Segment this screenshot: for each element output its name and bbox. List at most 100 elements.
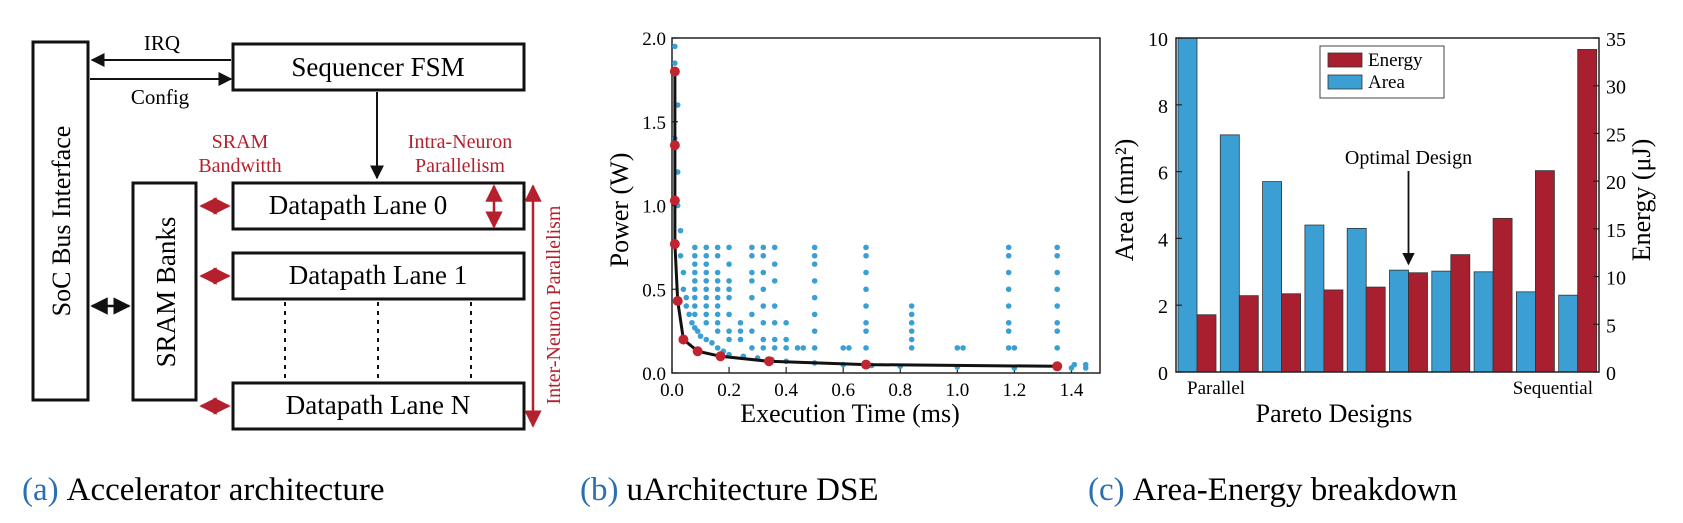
area-bar [1431, 270, 1452, 373]
design-point [908, 319, 915, 326]
y2-tick-label: 5 [1606, 315, 1616, 337]
design-point [1071, 361, 1078, 368]
design-point [672, 60, 678, 66]
design-point [863, 303, 869, 309]
design-point [863, 319, 869, 326]
y-tick-label: 0 [1158, 363, 1168, 385]
design-point [1054, 286, 1060, 293]
energy-bar [1323, 289, 1344, 373]
design-point [771, 345, 778, 351]
legend-swatch [1327, 52, 1363, 68]
design-point [677, 252, 684, 259]
y2-tick-label: 25 [1606, 124, 1626, 146]
design-point [840, 345, 846, 351]
datapath-lane-n-label: Datapath Lane N [286, 390, 470, 420]
design-point [694, 328, 701, 334]
design-point [749, 244, 755, 251]
design-point [760, 345, 767, 351]
area-bar [1558, 294, 1579, 373]
design-point [726, 311, 732, 318]
design-point [697, 333, 704, 339]
pareto-point [764, 356, 775, 367]
design-point [749, 345, 755, 351]
design-point [714, 269, 721, 276]
legend-swatch [1327, 74, 1363, 90]
design-point [703, 311, 710, 318]
design-point [726, 244, 732, 251]
design-point [749, 269, 755, 276]
design-point [703, 269, 710, 276]
area-bar [1389, 269, 1409, 373]
y-tick-label: 6 [1158, 163, 1168, 185]
design-point [771, 303, 778, 309]
x-tick-label: 0.4 [774, 380, 798, 401]
design-point [692, 278, 698, 284]
energy-bar [1281, 293, 1301, 373]
design-point [1054, 269, 1060, 276]
design-point [703, 336, 710, 343]
energy-bar [1535, 170, 1555, 373]
design-point [771, 278, 778, 284]
design-point [908, 336, 915, 343]
pareto-point [1052, 361, 1063, 372]
design-point [846, 345, 852, 351]
design-point [783, 345, 789, 351]
design-point [726, 286, 732, 293]
x-tick-label: 0.2 [717, 380, 741, 401]
energy-bar [1450, 254, 1471, 373]
design-point [863, 286, 869, 293]
panel-a-architecture: SoC Bus Interface Sequencer FSM IRQ Conf… [22, 31, 565, 508]
design-point [1011, 345, 1018, 351]
x-tick-label: 1.4 [1060, 380, 1084, 401]
design-point [692, 294, 698, 301]
design-point [692, 286, 698, 293]
panel-c-xlabel: Pareto Designs [1256, 399, 1413, 428]
design-point [908, 345, 915, 351]
y-tick-label: 8 [1158, 96, 1168, 118]
x-tick-label: 0.6 [831, 380, 855, 401]
caption-c: (c) Area-Energy breakdown [1088, 472, 1457, 508]
y-tick-label: 4 [1158, 229, 1168, 251]
design-point [960, 345, 966, 351]
design-point [737, 336, 744, 343]
design-point [714, 278, 721, 284]
pareto-point [715, 351, 726, 362]
design-point [908, 303, 915, 309]
design-point [726, 328, 732, 334]
energy-bar [1492, 217, 1513, 373]
design-point [692, 261, 698, 267]
design-point [771, 244, 778, 251]
design-point [714, 252, 721, 259]
design-point [692, 269, 698, 276]
design-point [749, 294, 755, 301]
datapath-lane-0-box [231, 181, 526, 231]
optimal-design-label: Optimal Design [1345, 147, 1472, 169]
design-point [771, 319, 778, 326]
area-bar [1304, 224, 1325, 373]
design-point [1082, 361, 1089, 368]
datapath-lane-1-box [231, 251, 526, 301]
energy-bar [1365, 286, 1386, 373]
design-point [863, 328, 869, 334]
inter-neuron-label: Inter-Neuron Parallelism [543, 205, 565, 404]
design-point [692, 311, 698, 318]
panel-b-dse: 0.0 0.2 0.4 0.6 0.8 1.0 1.2 1.40.00.51.01.52.0 … [580, 29, 1101, 508]
design-point [863, 345, 869, 351]
design-point [686, 311, 692, 318]
design-point [703, 278, 710, 284]
energy-bar [1577, 49, 1598, 373]
pareto-point [861, 359, 872, 370]
design-point [737, 328, 744, 334]
area-bar [1346, 227, 1367, 373]
y-tick-label: 0.0 [642, 364, 666, 385]
panel-c-ylabel: Area (mm²) [1110, 139, 1139, 262]
design-point [726, 336, 732, 343]
design-point [672, 43, 678, 50]
design-point [1005, 244, 1012, 251]
sequencer-box [231, 42, 526, 92]
energy-bar [1196, 314, 1217, 373]
y-tick-label: 1.5 [642, 113, 666, 134]
design-point [703, 319, 710, 326]
design-point [749, 252, 755, 259]
legend-label: Energy [1368, 50, 1423, 71]
